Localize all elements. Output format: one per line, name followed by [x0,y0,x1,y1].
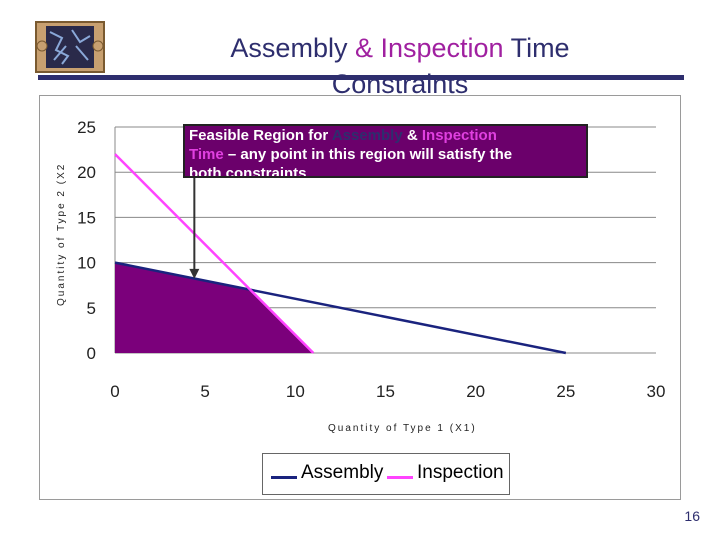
legend-swatch-assembly [271,475,297,479]
page-number: 16 [684,508,700,524]
x-axis-label: Quantity of Type 1 (X1) [328,423,477,434]
legend-item-assembly: Assembly [271,462,383,484]
feasible-region [115,262,314,353]
y-tick-labels: 0 5 10 15 20 25 [77,118,96,363]
x-tick-20: 20 [466,382,485,401]
x-tick-25: 25 [556,382,575,401]
y-tick-0: 0 [87,344,96,363]
y-tick-20: 20 [77,163,96,182]
title-divider [38,75,684,80]
title-ampersand: & [347,33,381,63]
series-lines [114,153,567,355]
arrow-head [189,268,200,279]
x-tick-30: 30 [647,382,666,401]
series-line-inspection [114,153,315,354]
title-inspection: Inspection [380,33,504,63]
annotation-arrow [189,178,200,279]
title-time: Time [503,33,570,63]
page-title: Assembly & Inspection Time Constraints [150,30,650,102]
legend-label-assembly: Assembly [301,462,384,483]
feasible-region-group [115,262,314,353]
y-tick-25: 25 [77,118,96,137]
callout-time: Time [189,146,224,163]
callout-assembly: Assembly [331,127,403,144]
title-constraints: Constraints [331,69,469,99]
series-line-assembly [114,261,567,355]
y-tick-15: 15 [77,208,96,227]
title-assembly: Assembly [230,33,348,63]
y-tick-10: 10 [77,254,96,273]
callout-text-2: – any point in this region will satisfy … [223,146,513,163]
feasible-region-callout: Feasible Region for Assembly & Inspectio… [183,124,588,178]
callout-inspection: Inspection [421,127,497,144]
x-tick-0: 0 [110,382,119,401]
x-tick-15: 15 [376,382,395,401]
legend-label-inspection: Inspection [417,462,504,483]
callout-text-3: both constraints [189,165,307,178]
y-axis-label: Quantity of Type 2 (X2 [56,163,67,306]
legend-item-inspection: Inspection [387,462,504,484]
y-tick-5: 5 [87,299,96,318]
x-tick-5: 5 [200,382,209,401]
puzzle-logo-icon [35,21,105,73]
chart-legend: Assembly Inspection [262,453,510,495]
legend-swatch-inspection [387,475,413,479]
x-tick-labels: 0 5 10 15 20 25 30 [110,382,665,401]
callout-text-1: Feasible Region for [189,127,332,144]
callout-ampersand: & [402,127,422,144]
x-tick-10: 10 [286,382,305,401]
